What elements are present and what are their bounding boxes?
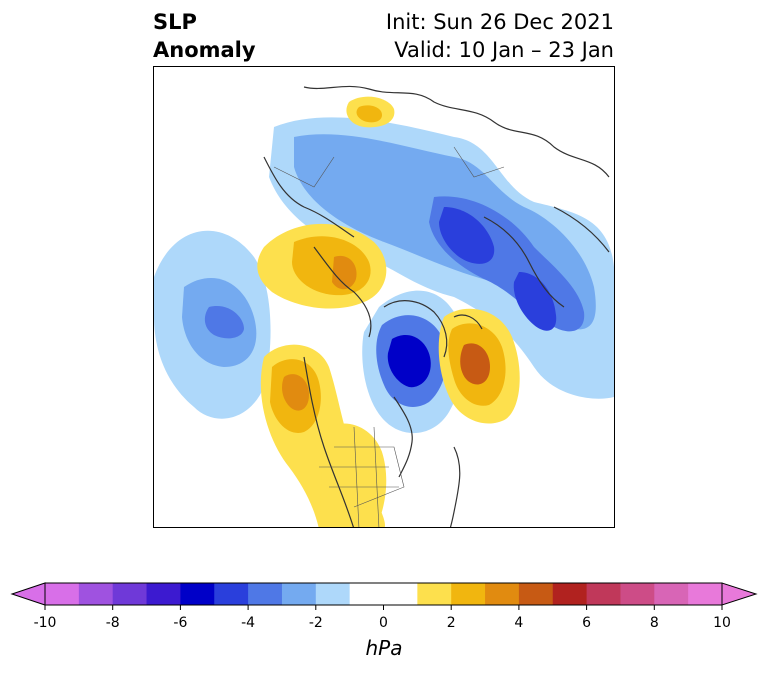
colorbar-segment <box>417 583 452 605</box>
colorbar-extend-min <box>10 582 46 606</box>
country-borders <box>273 146 505 527</box>
colorbar-tick-label: 6 <box>582 615 592 631</box>
slp-anomaly-map <box>154 85 614 527</box>
map-dates: Init: Sun 26 Dec 2021 Valid: 10 Jan – 23… <box>386 8 614 64</box>
colorbar-segment <box>688 583 723 605</box>
colorbar-tick-label: 10 <box>713 615 731 631</box>
colorbar-segment <box>518 583 554 605</box>
colorbar-tick-label: -8 <box>105 615 120 631</box>
colorbar-segment <box>552 583 588 605</box>
negative-anomaly-pacific-west-core <box>204 306 244 339</box>
colorbar-segment <box>620 583 655 605</box>
colorbar-tick-label: -2 <box>308 615 323 631</box>
colorbar <box>10 582 758 610</box>
colorbar-tick-label: -10 <box>33 615 57 631</box>
map-panel <box>153 66 615 528</box>
colorbar-segment <box>146 583 181 605</box>
colorbar-segment <box>315 583 351 605</box>
colorbar-segment <box>248 583 283 605</box>
colorbar-units: hPa <box>365 636 403 660</box>
positive-anomaly-westcoast-core <box>282 374 309 411</box>
negative-anomaly-hudson-core <box>387 335 431 388</box>
colorbar-segment <box>451 583 486 605</box>
colorbar-segment <box>281 583 317 605</box>
colorbar-tick-label: 8 <box>649 615 659 631</box>
positive-anomaly-scandinavia-mid <box>356 105 382 123</box>
colorbar-tick-label: 0 <box>379 615 388 631</box>
negative-anomaly-siberia-core <box>439 207 495 264</box>
colorbar-tick-label: -6 <box>173 615 188 631</box>
positive-anomaly-atlantic-core <box>460 343 490 385</box>
title-variable: SLP <box>153 10 197 34</box>
colorbar-segment <box>485 583 520 605</box>
colorbar-segments <box>10 582 758 606</box>
colorbar-tick-label: 2 <box>446 615 456 631</box>
init-date: Init: Sun 26 Dec 2021 <box>385 10 614 34</box>
coastlines <box>263 85 610 527</box>
colorbar-extend-max <box>721 582 758 606</box>
title-anomaly: Anomaly <box>153 38 256 62</box>
colorbar-segment <box>180 583 215 605</box>
colorbar-segment <box>349 583 384 605</box>
valid-range: Valid: 10 Jan – 23 Jan <box>394 38 614 62</box>
positive-anomaly-alaska-core <box>332 255 357 290</box>
colorbar-segment <box>586 583 621 605</box>
colorbar-segment <box>45 583 80 605</box>
colorbar-segment <box>383 583 418 605</box>
colorbar-segment <box>78 583 114 605</box>
colorbar-tick-label: 4 <box>514 615 524 631</box>
colorbar-segment <box>112 583 148 605</box>
map-title: SLP Anomaly <box>153 8 256 64</box>
negative-anomaly-okhotsk-core <box>513 272 557 331</box>
colorbar-segment <box>654 583 689 605</box>
colorbar-tick-label: -4 <box>241 615 256 631</box>
colorbar-ticks <box>44 605 723 610</box>
colorbar-segment <box>214 583 249 605</box>
